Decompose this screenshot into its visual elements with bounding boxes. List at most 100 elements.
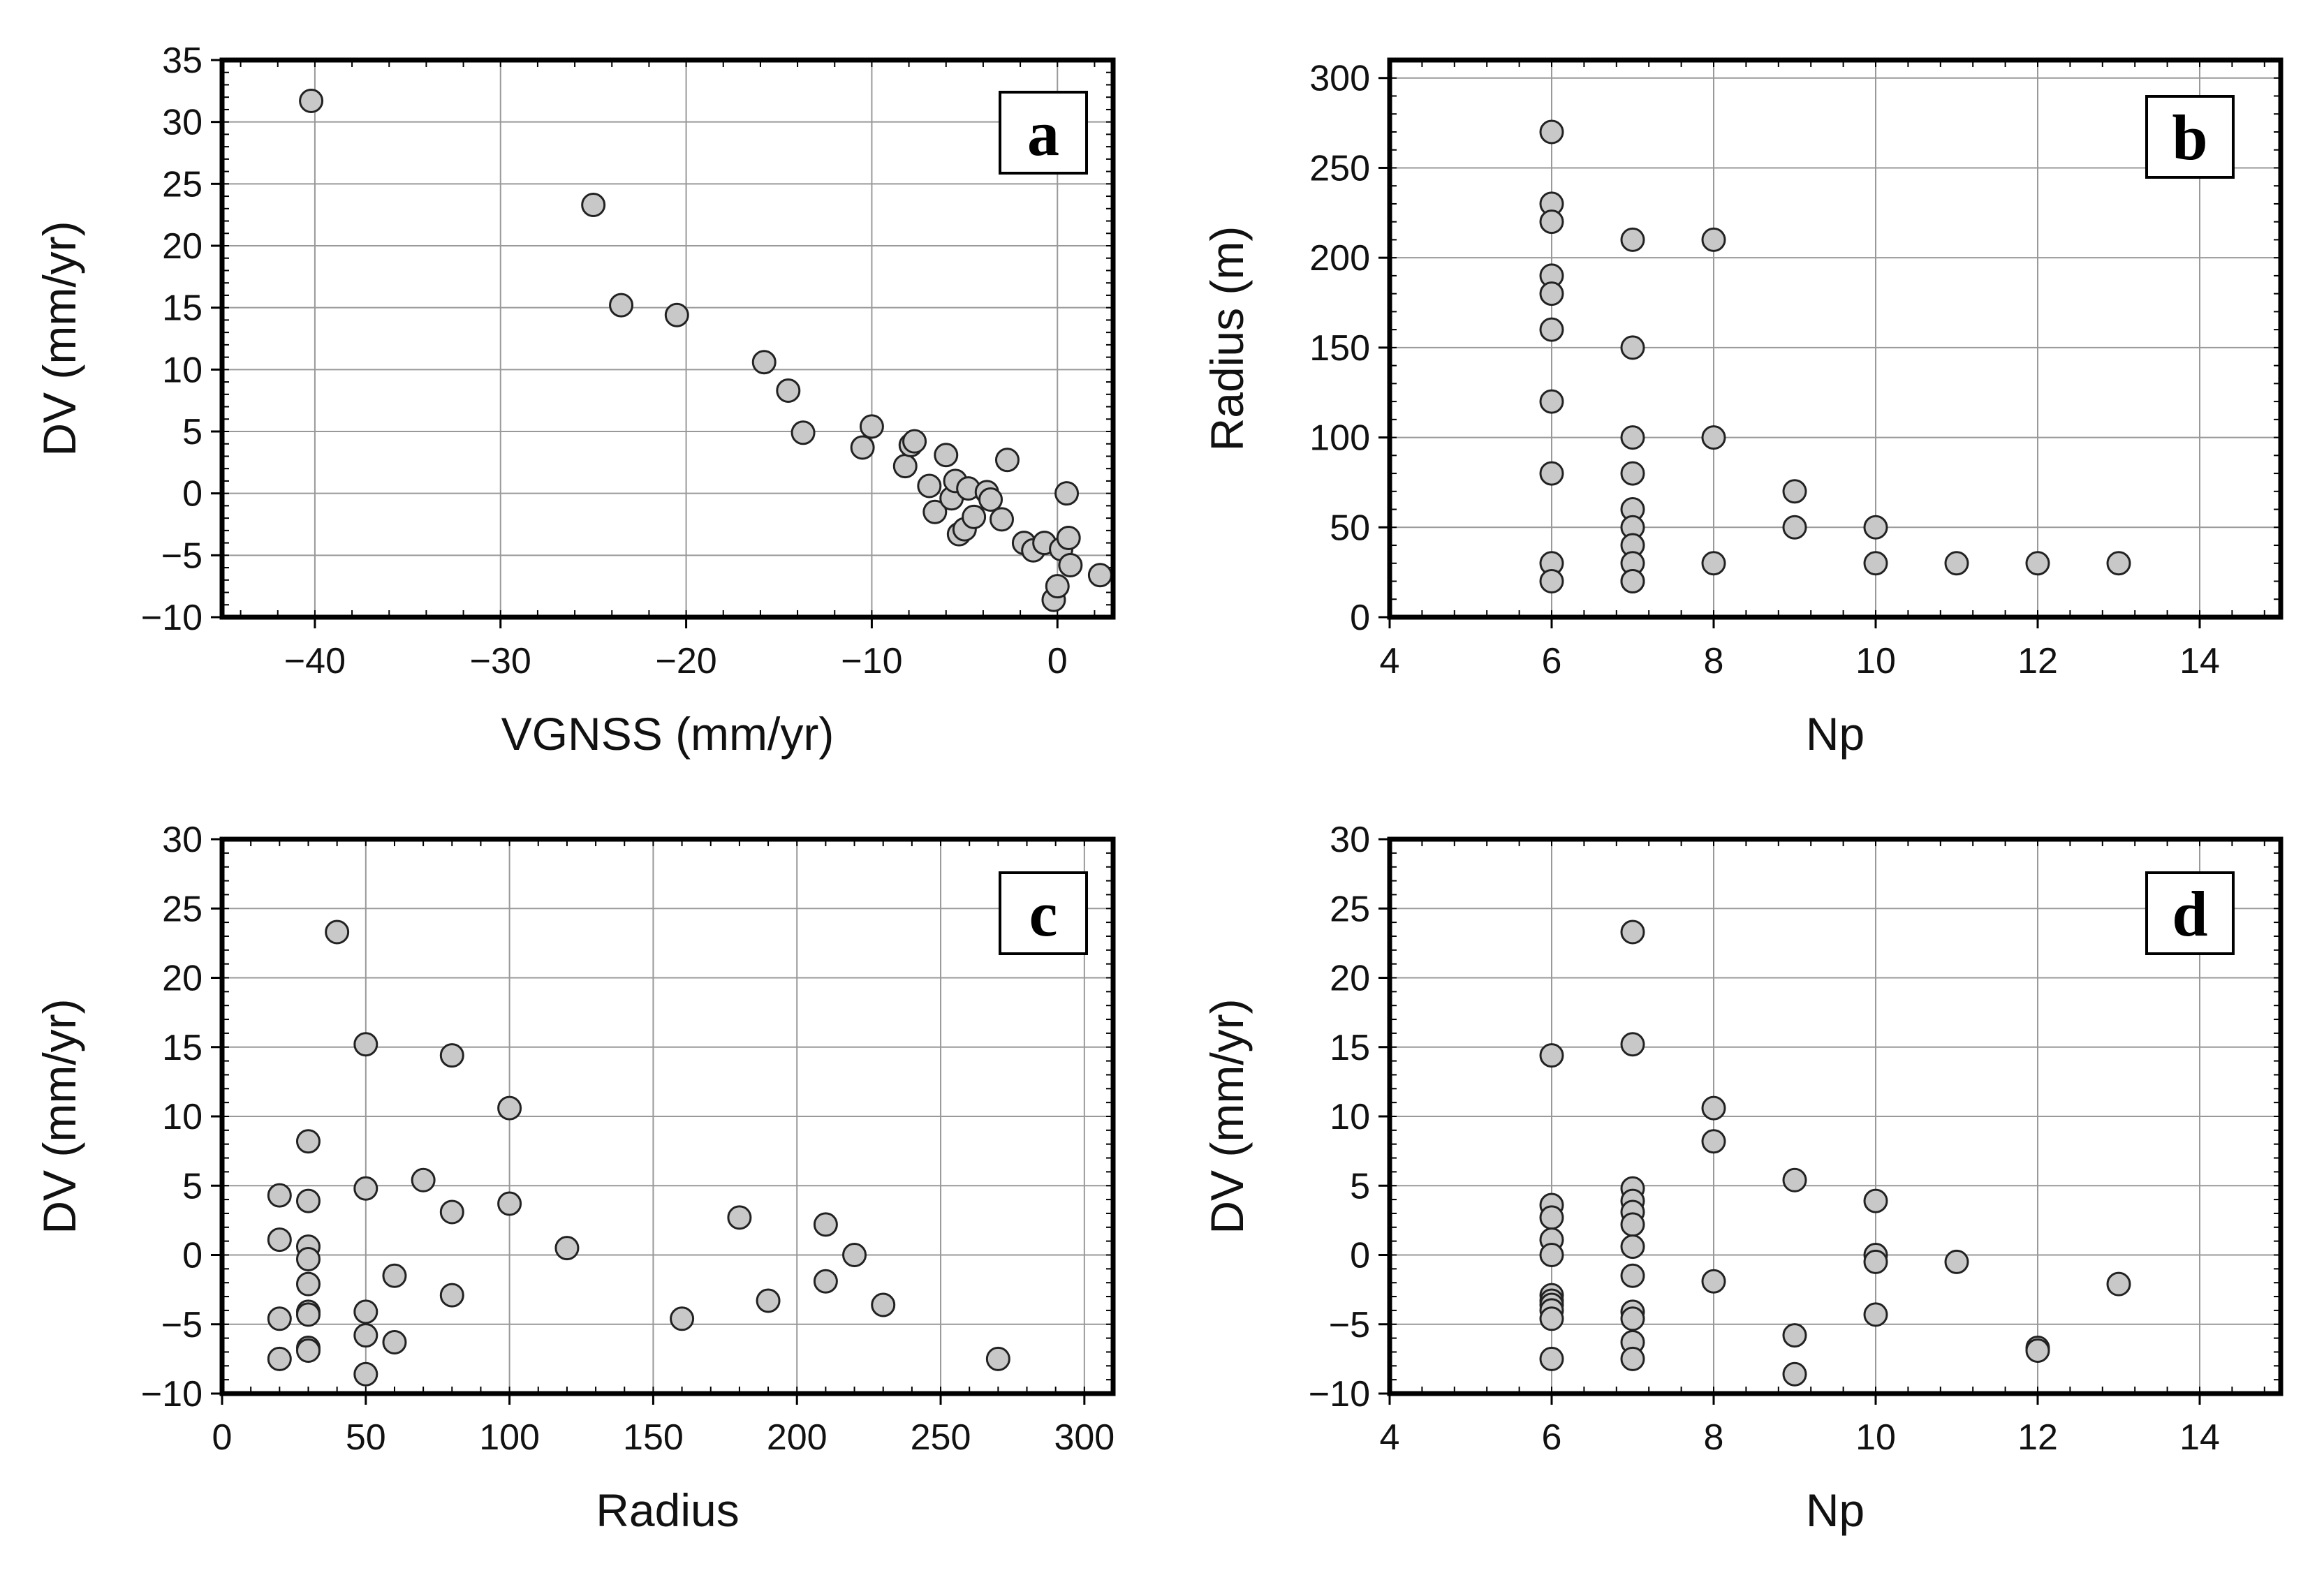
data-point <box>1944 551 1969 576</box>
y-axis-label: DV (mm/yr) <box>1201 998 1253 1234</box>
y-tick-label: 20 <box>162 226 203 267</box>
y-tick-label: −10 <box>141 1374 203 1415</box>
panel-label: a <box>1027 98 1059 169</box>
data-point <box>1701 425 1726 450</box>
x-tick-label: 150 <box>623 1417 684 1458</box>
y-tick-label: 20 <box>1330 959 1370 999</box>
data-point <box>2106 1271 2131 1297</box>
chart-panel-c: 0 50 100 150 200 250 300 −10 −5 0 5 10 15 20 25 30 Radiu… <box>34 820 1116 1536</box>
data-point <box>727 1205 752 1230</box>
data-point <box>962 504 987 529</box>
data-point <box>2106 551 2131 576</box>
x-axis-label: Np <box>1806 1484 1865 1536</box>
y-tick-label: 0 <box>1350 1236 1370 1276</box>
y-tick-label: 15 <box>162 288 203 329</box>
data-point <box>1539 569 1564 594</box>
data-point <box>1701 1095 1726 1121</box>
data-point <box>1782 479 1807 504</box>
data-point <box>353 1361 378 1387</box>
plot-frame <box>1387 57 2283 620</box>
panel-label: c <box>1029 878 1058 950</box>
data-point <box>994 448 1020 473</box>
data-point <box>1539 1346 1564 1371</box>
y-tick-label: −10 <box>1309 1374 1370 1415</box>
y-tick-label: 5 <box>182 412 203 452</box>
data-point <box>1539 1205 1564 1230</box>
data-point <box>842 1243 867 1267</box>
x-tick-label: 4 <box>1380 1417 1400 1458</box>
data-point <box>871 1292 896 1317</box>
data-point <box>325 920 350 945</box>
y-tick-label: 250 <box>1309 148 1370 189</box>
y-tick-label: 25 <box>1330 889 1370 929</box>
y-tick-label: −10 <box>141 598 203 638</box>
data-point <box>2025 1338 2050 1363</box>
data-point <box>751 350 777 375</box>
x-axis-label: Np <box>1806 708 1865 760</box>
data-point <box>1539 281 1564 307</box>
data-point <box>267 1227 292 1253</box>
data-point <box>439 1043 464 1068</box>
x-tick-label: 8 <box>1704 1417 1724 1458</box>
panel-label: b <box>2172 102 2207 173</box>
panel-label-box <box>2145 871 2235 955</box>
data-point <box>859 414 884 439</box>
data-point <box>353 1176 378 1201</box>
data-point <box>1863 551 1888 576</box>
data-point <box>581 192 606 217</box>
data-point <box>1620 461 1645 486</box>
y-tick-label: 10 <box>1330 1097 1370 1137</box>
data-point <box>295 1271 321 1297</box>
x-tick-label: 300 <box>1054 1417 1115 1458</box>
x-axis-label: VGNSS (mm/yr) <box>501 708 834 760</box>
x-tick-label: 12 <box>2017 641 2058 681</box>
chart-panel-a: −40 −30 −20 −10 0 −10 −5 0 5 10 15 20 25 30 35 VGNSS (m… <box>34 40 1116 760</box>
data-point <box>1620 1032 1645 1057</box>
data-point <box>1782 1323 1807 1348</box>
data-point <box>1620 1263 1645 1288</box>
data-point <box>917 473 942 499</box>
data-point <box>299 89 324 114</box>
x-tick-label: 200 <box>767 1417 828 1458</box>
y-tick-label: 20 <box>162 959 203 999</box>
data-point <box>1701 227 1726 252</box>
data-point <box>1539 389 1564 414</box>
y-tick-label: −5 <box>1329 1305 1370 1345</box>
y-tick-label: 100 <box>1309 418 1370 459</box>
y-tick-label: 10 <box>162 1097 203 1137</box>
data-point <box>813 1212 838 1237</box>
y-tick-label: 50 <box>1330 508 1370 548</box>
data-point <box>1782 1167 1807 1192</box>
x-tick-label: 14 <box>2179 1417 2220 1458</box>
data-point <box>790 420 816 445</box>
data-point <box>1701 1269 1726 1294</box>
y-tick-label: 25 <box>162 889 203 929</box>
y-tick-label: 15 <box>1330 1028 1370 1068</box>
y-axis-label: Radius (m) <box>1201 226 1253 452</box>
data-point <box>267 1306 292 1331</box>
x-tick-label: 14 <box>2179 641 2220 681</box>
y-tick-label: 0 <box>182 474 203 515</box>
y-tick-label: 30 <box>162 103 203 143</box>
data-point <box>1863 1188 1888 1213</box>
y-tick-label: 25 <box>162 164 203 205</box>
panel-label-box <box>2145 95 2235 179</box>
data-point <box>1539 1306 1564 1331</box>
data-point <box>382 1330 407 1355</box>
data-point <box>892 454 918 479</box>
data-point <box>1087 563 1112 588</box>
data-point <box>1539 1043 1564 1068</box>
y-tick-label: −5 <box>161 536 203 576</box>
data-point <box>1863 1249 1888 1274</box>
data-point <box>1058 553 1083 578</box>
data-point <box>1620 920 1645 945</box>
y-tick-label: 15 <box>162 1028 203 1068</box>
data-point <box>497 1095 522 1121</box>
data-point <box>439 1199 464 1225</box>
x-tick-label: −40 <box>284 641 346 681</box>
y-axis-label: DV (mm/yr) <box>34 998 85 1234</box>
y-axis-label: DV (mm/yr) <box>34 221 85 456</box>
data-point <box>664 302 689 327</box>
y-tick-label: 150 <box>1309 328 1370 369</box>
